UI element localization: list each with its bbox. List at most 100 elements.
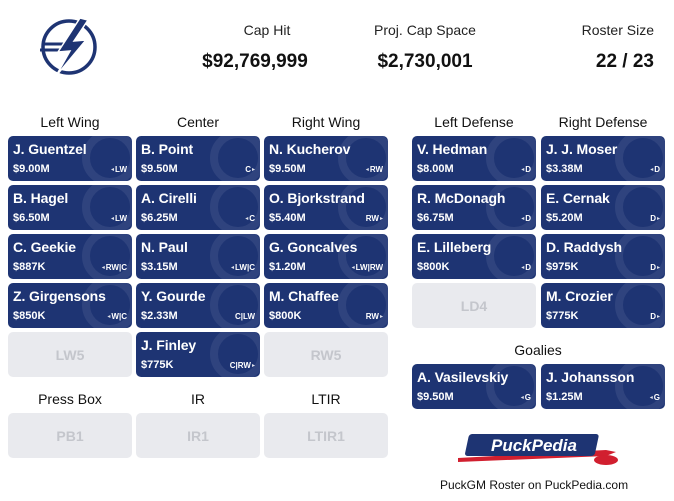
player-name: J. J. Moser (546, 141, 618, 157)
position-icon: ◂ (110, 216, 114, 222)
player-card[interactable]: M. Chaffee $800K RW ▸ (264, 283, 388, 328)
player-cap-hit: $775K (141, 359, 174, 371)
player-card[interactable]: C. Geekie $887K ◂ RW|C (8, 234, 132, 279)
footer-caption: PuckGM Roster on PuckPedia.com (440, 478, 629, 492)
player-card[interactable]: A. Cirelli $6.25M ◂ C (136, 185, 260, 230)
center-header: Center (176, 114, 220, 130)
player-card[interactable]: J. J. Moser $3.38M ◂ D (541, 136, 665, 181)
empty-slot-ltir1[interactable]: LTIR1 (264, 413, 388, 458)
player-name: G. Goncalves (269, 239, 358, 255)
player-cap-hit: $1.20M (269, 261, 306, 273)
player-card[interactable]: A. Vasilevskiy $9.50M ◂ G (412, 364, 536, 409)
player-position: RW (365, 214, 379, 223)
player-cap-hit: $800K (417, 261, 450, 273)
position-icon: ▸ (379, 216, 383, 222)
cap-space-value: $2,730,001 (377, 51, 473, 72)
player-position: D (650, 312, 656, 321)
player-card[interactable]: Z. Girgensons $850K ◂ W|C (8, 283, 132, 328)
player-card[interactable]: R. McDonagh $6.75M ◂ D (412, 185, 536, 230)
player-position: LW|C (234, 263, 255, 272)
player-name: Y. Gourde (141, 288, 206, 304)
player-card[interactable]: J. Johansson $1.25M ◂ G (541, 364, 665, 409)
position-icon: ◂ (107, 314, 111, 320)
player-card[interactable]: G. Goncalves $1.20M ◂ LW|RW (264, 234, 388, 279)
position-icon: ◂ (650, 167, 654, 173)
player-name: E. Lilleberg (417, 239, 492, 255)
player-card[interactable]: J. Guentzel $9.00M ◂ LW (8, 136, 132, 181)
player-position: RW (369, 165, 383, 174)
left-wing-header: Left Wing (40, 114, 100, 130)
player-name: M. Crozier (546, 288, 613, 304)
player-cap-hit: $3.38M (546, 163, 583, 175)
player-cap-hit: $975K (546, 261, 579, 273)
position-icon: ◂ (521, 216, 525, 222)
player-card[interactable]: V. Hedman $8.00M ◂ D (412, 136, 536, 181)
empty-slot-rw5[interactable]: RW5 (264, 332, 388, 377)
empty-slot-lw5[interactable]: LW5 (8, 332, 132, 377)
empty-slot-ir1[interactable]: IR1 (136, 413, 260, 458)
player-position: G (524, 393, 531, 402)
cap-space-label: Proj. Cap Space (374, 22, 476, 38)
position-icon: ◂ (101, 265, 105, 271)
player-position: G (653, 393, 660, 402)
position-icon: ◂ (520, 395, 524, 401)
player-cap-hit: $6.25M (141, 212, 178, 224)
player-name: B. Hagel (13, 190, 69, 206)
player-position: LW (115, 214, 127, 223)
player-cap-hit: $9.50M (141, 163, 178, 175)
player-name: Z. Girgensons (13, 288, 106, 304)
player-card[interactable]: N. Kucherov $9.50M ◂ RW (264, 136, 388, 181)
player-card[interactable]: Y. Gourde $2.33M C|LW (136, 283, 260, 328)
player-position: RW (365, 312, 379, 321)
player-name: N. Kucherov (269, 141, 351, 157)
player-position: C (249, 214, 255, 223)
player-cap-hit: $9.50M (417, 391, 454, 403)
press-box-header: Press Box (38, 391, 102, 407)
cap-hit-label: Cap Hit (243, 22, 291, 38)
player-cap-hit: $1.25M (546, 391, 583, 403)
player-card[interactable]: B. Point $9.50M C ▸ (136, 136, 260, 181)
position-icon: ◂ (521, 167, 525, 173)
position-icon: ◂ (110, 167, 114, 173)
player-card[interactable]: O. Bjorkstrand $5.40M RW ▸ (264, 185, 388, 230)
player-name: M. Chaffee (269, 288, 339, 304)
player-name: V. Hedman (417, 141, 488, 157)
player-position: LW|RW (355, 263, 383, 272)
player-card[interactable]: N. Paul $3.15M ◂ LW|C (136, 234, 260, 279)
player-position: W|C (111, 312, 127, 321)
empty-slot-pb1[interactable]: PB1 (8, 413, 132, 458)
player-card[interactable]: E. Cernak $5.20M D ▸ (541, 185, 665, 230)
right-wing-header: Right Wing (291, 114, 361, 130)
player-cap-hit: $9.00M (13, 163, 50, 175)
player-name: A. Vasilevskiy (417, 369, 509, 385)
position-icon: ◂ (230, 265, 234, 271)
player-cap-hit: $5.20M (546, 212, 583, 224)
player-card[interactable]: E. Lilleberg $800K ◂ D (412, 234, 536, 279)
player-position: C|RW (229, 361, 251, 370)
roster-size-value: 22 / 23 (595, 51, 654, 72)
player-name: D. Raddysh (546, 239, 623, 255)
position-icon: ▸ (656, 216, 660, 222)
player-card[interactable]: M. Crozier $775K D ▸ (541, 283, 665, 328)
player-name: J. Finley (141, 337, 197, 353)
player-name: R. McDonagh (417, 190, 506, 206)
player-cap-hit: $850K (13, 310, 46, 322)
player-position: D (650, 263, 656, 272)
player-card[interactable]: D. Raddysh $975K D ▸ (541, 234, 665, 279)
player-card[interactable]: B. Hagel $6.50M ◂ LW (8, 185, 132, 230)
player-cap-hit: $6.75M (417, 212, 454, 224)
player-name: J. Guentzel (13, 141, 87, 157)
player-name: A. Cirelli (141, 190, 197, 206)
player-position: C (245, 165, 251, 174)
player-name: E. Cernak (546, 190, 610, 206)
player-cap-hit: $800K (269, 310, 302, 322)
left-defense-header: Left Defense (434, 114, 514, 130)
position-icon: ▸ (251, 167, 255, 173)
player-position: RW|C (105, 263, 127, 272)
player-position: D (654, 165, 660, 174)
player-position: D (650, 214, 656, 223)
player-card[interactable]: J. Finley $775K C|RW ▸ (136, 332, 260, 377)
empty-slot-ld4[interactable]: LD4 (412, 283, 536, 328)
cap-hit-value: $92,769,999 (202, 51, 308, 72)
puckpedia-logo-icon: PuckPedia (458, 434, 618, 465)
